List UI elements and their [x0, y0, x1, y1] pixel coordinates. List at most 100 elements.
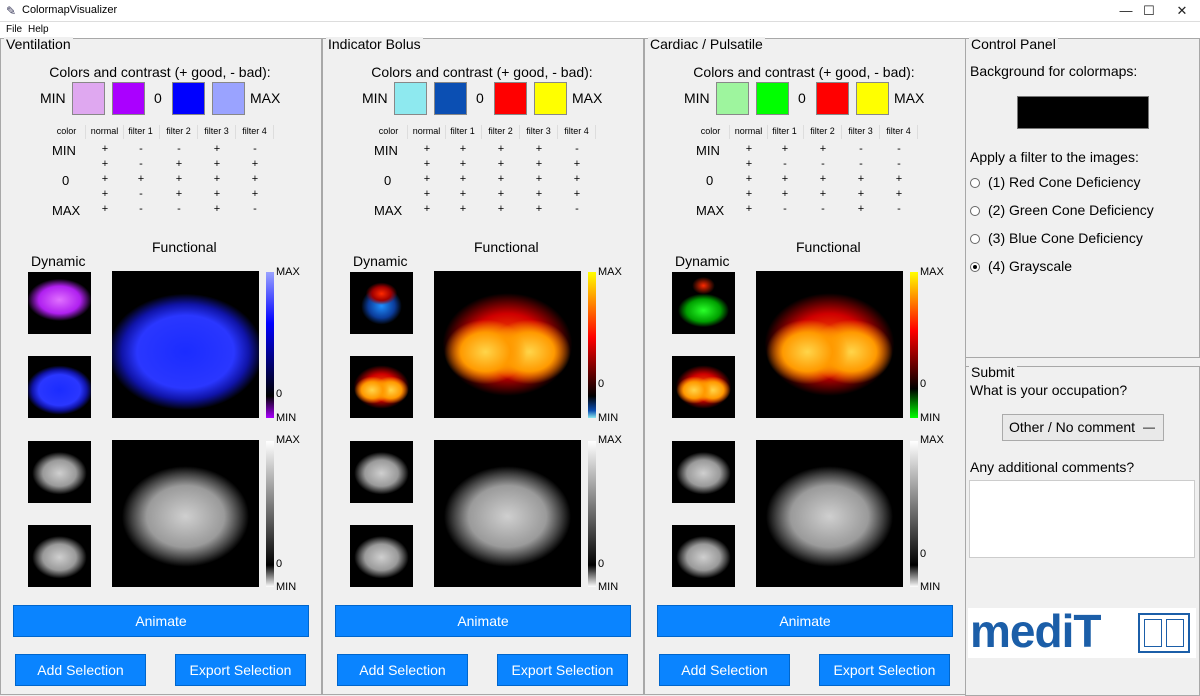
dynamic-label: Dynamic: [31, 253, 86, 269]
colorbar-min-label: MIN: [920, 581, 941, 593]
contrast-cell: +: [497, 203, 505, 215]
background-label: Background for colormaps:: [970, 63, 1138, 79]
contrast-cell: +: [857, 203, 865, 215]
grid-header: filter 3: [198, 125, 236, 139]
contrast-cell: +: [423, 143, 431, 155]
colorbar-min-label: MIN: [276, 412, 297, 424]
swatch-min-label: MIN: [684, 90, 710, 106]
functional-image-color[interactable]: [112, 271, 259, 418]
contrast-cell: +: [101, 203, 109, 215]
contrast-cell: +: [459, 143, 467, 155]
color-swatch-3[interactable]: [816, 82, 849, 115]
menu-help[interactable]: Help: [28, 24, 49, 35]
animate-button[interactable]: Animate: [657, 605, 953, 637]
contrast-cell: +: [573, 173, 581, 185]
functional-image-gray[interactable]: [112, 440, 259, 587]
filter-option-1[interactable]: (1) Red Cone Deficiency: [970, 174, 1141, 190]
animate-button[interactable]: Animate: [335, 605, 631, 637]
colorbar-min-label: MIN: [920, 412, 941, 424]
color-swatch-4[interactable]: [212, 82, 245, 115]
contrast-cell: -: [139, 158, 143, 170]
dynamic-image-gray-1[interactable]: [350, 441, 413, 503]
color-swatch-4[interactable]: [534, 82, 567, 115]
contrast-cell: -: [575, 203, 579, 215]
functional-image-color[interactable]: [756, 271, 903, 418]
contrast-cell: +: [535, 203, 543, 215]
dynamic-image-color-1[interactable]: [28, 272, 91, 334]
contrast-cell: +: [535, 188, 543, 200]
colorbar-zero-label: 0: [598, 378, 605, 390]
contrast-cell: +: [745, 203, 753, 215]
contrast-cell: +: [781, 143, 789, 155]
export-selection-button[interactable]: Export Selection: [819, 654, 950, 686]
filter-option-3[interactable]: (3) Blue Cone Deficiency: [970, 230, 1143, 246]
dynamic-image-color-1[interactable]: [350, 272, 413, 334]
contrast-cell: +: [459, 188, 467, 200]
contrast-title: Colors and contrast (+ good, - bad):: [693, 64, 915, 80]
colorbar-color: [266, 272, 274, 418]
contrast-cell: -: [253, 203, 257, 215]
grid-header: filter 2: [804, 125, 842, 139]
contrast-cell: -: [783, 158, 787, 170]
color-swatch-2[interactable]: [434, 82, 467, 115]
color-swatch-2[interactable]: [756, 82, 789, 115]
color-swatch-3[interactable]: [172, 82, 205, 115]
background-color-swatch[interactable]: [1017, 96, 1149, 129]
add-selection-button[interactable]: Add Selection: [15, 654, 146, 686]
grid-max-label: MAX: [52, 203, 81, 218]
animate-button[interactable]: Animate: [13, 605, 309, 637]
add-selection-button[interactable]: Add Selection: [337, 654, 468, 686]
dynamic-image-gray-2[interactable]: [350, 525, 413, 587]
color-swatch-4[interactable]: [856, 82, 889, 115]
grid-header: normal: [86, 125, 124, 139]
grid-max-label: MAX: [374, 203, 403, 218]
menu-file[interactable]: File: [6, 24, 23, 35]
contrast-cell: +: [459, 173, 467, 185]
colorbar-max-label: MAX: [276, 434, 300, 446]
dynamic-image-gray-1[interactable]: [28, 441, 91, 503]
dynamic-image-color-2[interactable]: [28, 356, 91, 418]
functional-image-gray[interactable]: [434, 440, 581, 587]
contrast-cell: +: [175, 158, 183, 170]
occupation-dropdown[interactable]: Other / No comment —: [1002, 414, 1164, 441]
close-button[interactable]: ✕: [1176, 3, 1188, 18]
dynamic-image-color-2[interactable]: [350, 356, 413, 418]
color-swatch-2[interactable]: [112, 82, 145, 115]
filter-option-2[interactable]: (2) Green Cone Deficiency: [970, 202, 1154, 218]
comments-textarea[interactable]: [969, 480, 1195, 558]
functional-image-color[interactable]: [434, 271, 581, 418]
colorbar-gray: [910, 441, 918, 587]
colorbar-zero-label: 0: [920, 548, 927, 560]
contrast-cell: -: [253, 143, 257, 155]
dynamic-image-color-1[interactable]: [672, 272, 735, 334]
maximize-button[interactable]: ☐: [1143, 3, 1155, 18]
contrast-cell: +: [137, 173, 145, 185]
functional-image-gray[interactable]: [756, 440, 903, 587]
radio-selected-icon[interactable]: [970, 262, 980, 272]
filter-option-4[interactable]: (4) Grayscale: [970, 258, 1072, 274]
color-swatch-1[interactable]: [716, 82, 749, 115]
colorbar-zero-label: 0: [276, 388, 283, 400]
dynamic-image-gray-2[interactable]: [28, 525, 91, 587]
export-selection-button[interactable]: Export Selection: [175, 654, 306, 686]
color-swatch-1[interactable]: [72, 82, 105, 115]
minimize-button[interactable]: —: [1119, 3, 1133, 18]
contrast-cell: -: [139, 203, 143, 215]
grid-zero-label: 0: [384, 173, 392, 188]
contrast-cell: +: [213, 188, 221, 200]
radio-icon[interactable]: [970, 178, 980, 188]
contrast-cell: +: [101, 188, 109, 200]
export-selection-button[interactable]: Export Selection: [497, 654, 628, 686]
colorbar-color: [910, 272, 918, 418]
color-swatch-3[interactable]: [494, 82, 527, 115]
radio-icon[interactable]: [970, 206, 980, 216]
control-panel: Control Panel: [965, 37, 1200, 358]
radio-icon[interactable]: [970, 234, 980, 244]
grid-max-label: MAX: [696, 203, 725, 218]
dynamic-image-color-2[interactable]: [672, 356, 735, 418]
dynamic-image-gray-2[interactable]: [672, 525, 735, 587]
dynamic-image-gray-1[interactable]: [672, 441, 735, 503]
grid-header: filter 3: [520, 125, 558, 139]
color-swatch-1[interactable]: [394, 82, 427, 115]
add-selection-button[interactable]: Add Selection: [659, 654, 790, 686]
